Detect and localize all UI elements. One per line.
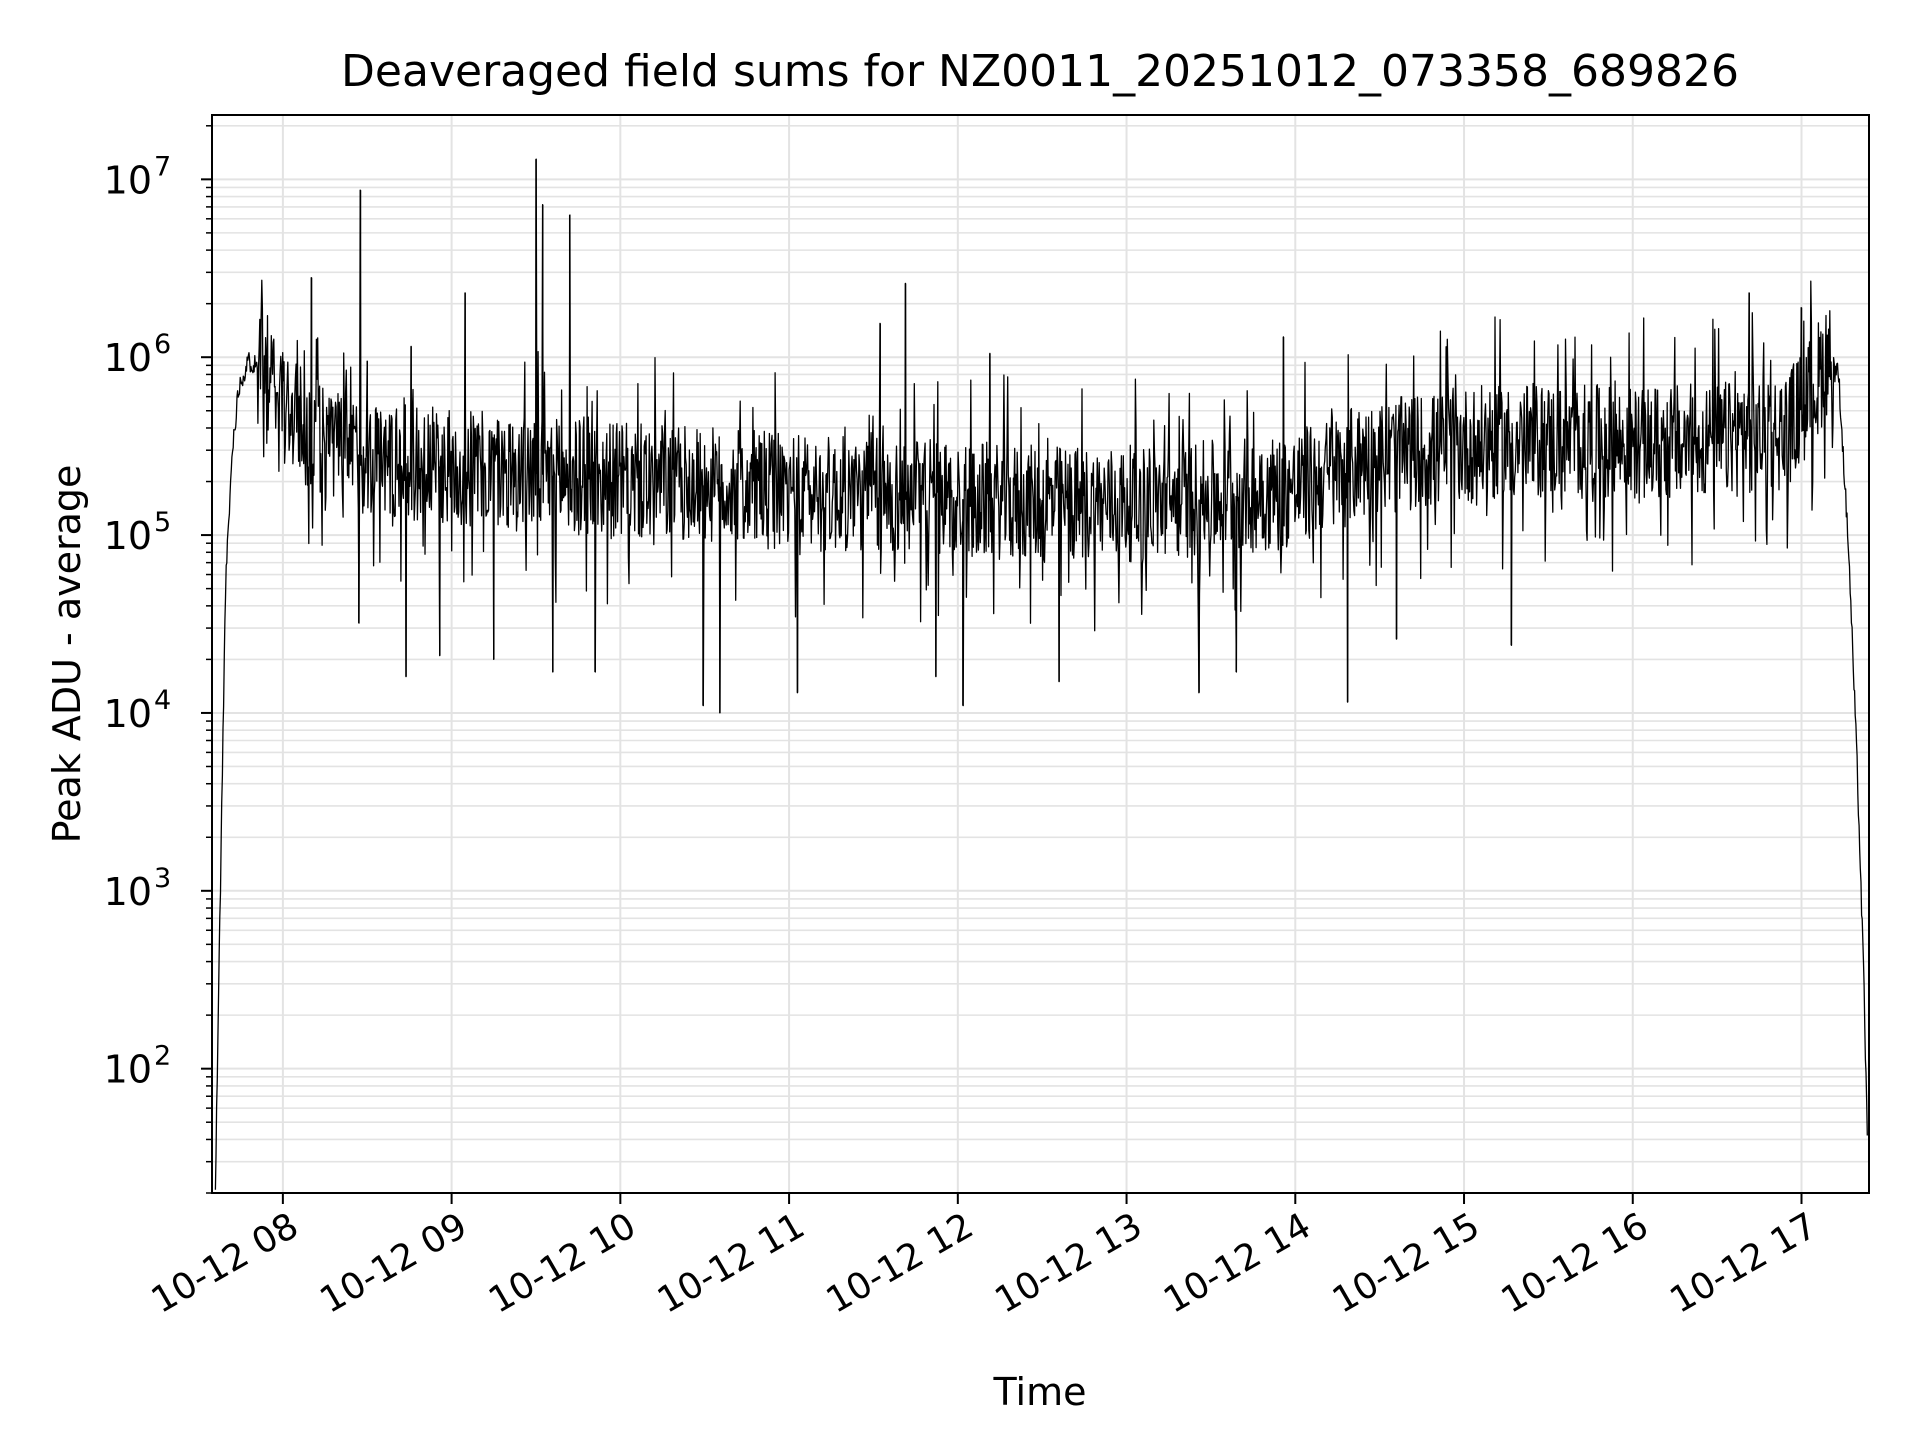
y-tick-base: 10 [104, 514, 152, 558]
y-tick-label: 10 [104, 158, 152, 202]
y-tick-exponent: 5 [154, 507, 171, 538]
y-tick-exponent: 4 [154, 685, 171, 716]
y-tick-exponent: 7 [154, 151, 171, 182]
grid [212, 115, 1869, 1194]
y-tick-base: 10 [104, 870, 152, 914]
y-tick-label: 10 [104, 1048, 152, 1092]
series-line [214, 158, 1868, 1190]
x-axis-label: Time [993, 1370, 1087, 1414]
y-tick-label: 10 [104, 870, 152, 914]
chart-title: Deaveraged field sums for NZ0011_2025101… [341, 46, 1739, 97]
y-tick-label: 10 [104, 692, 152, 736]
y-tick-label: 10 [104, 336, 152, 380]
y-axis-label: Peak ADU - average [45, 465, 89, 844]
y-tick-exponent: 3 [154, 863, 171, 894]
y-tick-base: 10 [104, 158, 152, 202]
y-tick-label: 10 [104, 514, 152, 558]
series-layer [214, 158, 1868, 1190]
y-tick-base: 10 [104, 336, 152, 380]
y-tick-base: 10 [104, 1048, 152, 1092]
plot-frame [211, 114, 1870, 1194]
y-tick-base: 10 [104, 692, 152, 736]
y-tick-exponent: 2 [154, 1041, 171, 1072]
y-tick-exponent: 6 [154, 329, 171, 360]
